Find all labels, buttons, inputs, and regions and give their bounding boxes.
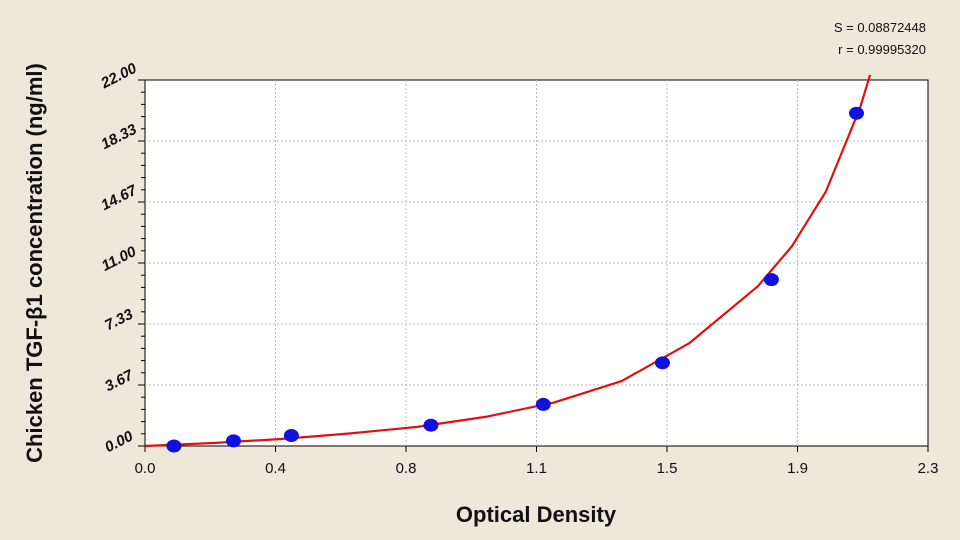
x-tick-label: 0.4 <box>265 460 286 477</box>
y-tick-label: 0.00 <box>102 427 136 456</box>
x-tick-label: 0.8 <box>396 460 417 477</box>
x-tick-label: 1.5 <box>657 460 678 477</box>
x-tick-label: 2.3 <box>918 460 939 477</box>
stat-s: S = 0.08872448 <box>834 20 926 35</box>
data-point <box>166 439 182 453</box>
data-point <box>535 397 551 411</box>
data-points <box>166 106 865 453</box>
x-tick-label: 0.0 <box>135 460 156 477</box>
data-point <box>654 356 670 370</box>
y-axis-title: Chicken TGF-β1 concentration (ng/ml) <box>22 63 47 463</box>
y-tick-label: 3.67 <box>102 366 136 395</box>
y-tick-label: 7.33 <box>102 305 136 334</box>
x-axis-title: Optical Density <box>456 502 617 527</box>
stat-r: r = 0.99995320 <box>838 42 926 57</box>
grid-lines <box>145 80 928 446</box>
data-point <box>849 106 865 120</box>
x-axis-ticks: 0.0 0.4 0.8 1.1 1.5 1.9 2.3 <box>135 446 939 477</box>
data-point <box>423 418 439 432</box>
y-tick-label: 18.33 <box>98 121 140 153</box>
y-minor-ticks <box>141 91 145 435</box>
x-tick-label: 1.1 <box>526 460 547 477</box>
x-tick-label: 1.9 <box>787 460 808 477</box>
y-tick-label: 11.00 <box>99 243 140 275</box>
y-axis-ticks: 0.00 3.67 7.33 11.00 14.67 18.33 22.00 <box>97 60 145 456</box>
y-tick-label: 14.67 <box>98 182 140 214</box>
y-tick-label: 22.00 <box>97 60 140 93</box>
data-point <box>763 273 779 287</box>
data-point <box>226 434 242 448</box>
data-point <box>283 429 299 443</box>
